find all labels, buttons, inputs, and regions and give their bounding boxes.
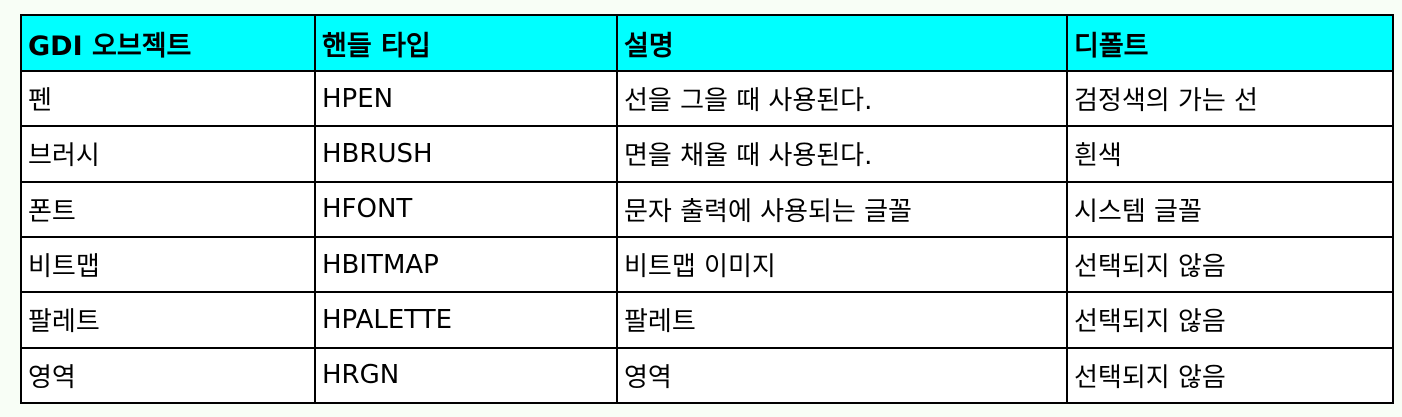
cell-description: 선을 그을 때 사용된다. (616, 69, 1068, 128)
cell-gdi-object: 폰트 (20, 180, 316, 238)
gdi-objects-table: GDI 오브젝트 핸들 타입 설명 디폴트 펜 HPEN 선을 그을 때 사용된… (20, 14, 1394, 405)
cell-handle-type: HPALETTE (314, 291, 618, 349)
cell-description: 문자 출력에 사용되는 글꼴 (616, 180, 1068, 238)
column-header-handle-type: 핸들 타입 (314, 14, 618, 72)
cell-handle-type: HPEN (314, 69, 618, 128)
table-header-row: GDI 오브젝트 핸들 타입 설명 디폴트 (20, 14, 1394, 72)
cell-description: 비트맵 이미지 (616, 235, 1068, 294)
table-row: 브러시 HBRUSH 면을 채울 때 사용된다. 흰색 (20, 125, 1394, 183)
cell-handle-type: HFONT (314, 180, 618, 238)
cell-default: 시스템 글꼴 (1066, 180, 1394, 238)
cell-default: 선택되지 않음 (1066, 235, 1394, 294)
cell-default: 검정색의 가는 선 (1066, 69, 1394, 128)
cell-handle-type: HBRUSH (314, 125, 618, 183)
table-row: 폰트 HFONT 문자 출력에 사용되는 글꼴 시스템 글꼴 (20, 180, 1394, 238)
column-header-gdi-object: GDI 오브젝트 (20, 14, 316, 72)
cell-handle-type: HRGN (314, 346, 618, 405)
cell-gdi-object: 비트맵 (20, 235, 316, 294)
column-header-default: 디폴트 (1066, 14, 1394, 72)
table-row: 영역 HRGN 영역 선택되지 않음 (20, 346, 1394, 405)
cell-gdi-object: 브러시 (20, 125, 316, 183)
table-row: 펜 HPEN 선을 그을 때 사용된다. 검정색의 가는 선 (20, 69, 1394, 128)
cell-gdi-object: 영역 (20, 346, 316, 405)
table-row: 비트맵 HBITMAP 비트맵 이미지 선택되지 않음 (20, 235, 1394, 294)
column-header-description: 설명 (616, 14, 1068, 72)
cell-default: 흰색 (1066, 125, 1394, 183)
cell-gdi-object: 펜 (20, 69, 316, 128)
cell-description: 영역 (616, 346, 1068, 405)
cell-handle-type: HBITMAP (314, 235, 618, 294)
cell-gdi-object: 팔레트 (20, 291, 316, 349)
cell-default: 선택되지 않음 (1066, 346, 1394, 405)
cell-default: 선택되지 않음 (1066, 291, 1394, 349)
cell-description: 면을 채울 때 사용된다. (616, 125, 1068, 183)
table-row: 팔레트 HPALETTE 팔레트 선택되지 않음 (20, 291, 1394, 349)
cell-description: 팔레트 (616, 291, 1068, 349)
